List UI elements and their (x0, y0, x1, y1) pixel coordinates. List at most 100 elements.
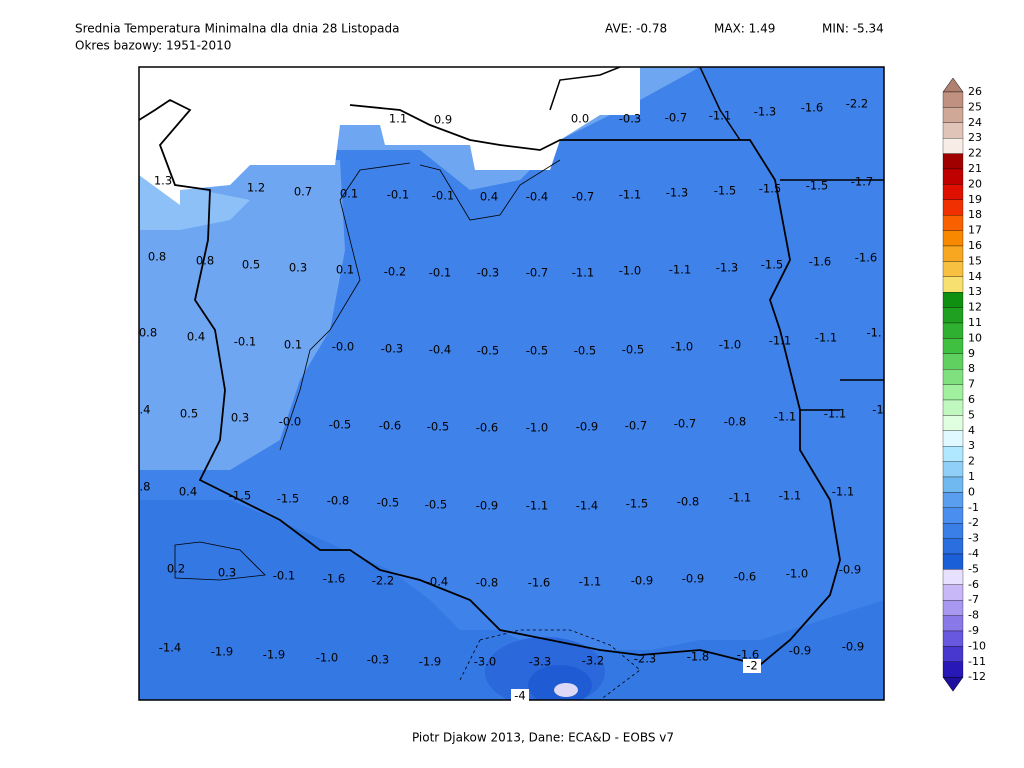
title: Srednia Temperatura Minimalna dla dnia 2… (75, 22, 399, 36)
colorbar-cell (942, 338, 964, 354)
value-label: -0.9 (631, 574, 653, 588)
colorbar-label: 10 (968, 331, 982, 344)
value-label: -1.5 (759, 182, 781, 196)
contour (459, 629, 641, 700)
colorbar-label: 14 (968, 270, 982, 283)
map-field (139, 67, 884, 700)
colorbar-cell (942, 415, 964, 431)
value-label: 0.1 (336, 263, 354, 277)
colorbar-cell (942, 91, 964, 108)
value-label: -0.1 (234, 335, 256, 349)
colorbar-label: -1 (968, 501, 979, 514)
field-coldest (554, 683, 578, 697)
stat-min: MIN: -5.34 (822, 22, 884, 36)
colorbar-cell (942, 153, 964, 170)
colorbar-cell (942, 307, 964, 324)
value-label: -1.5 (761, 258, 783, 272)
value-label: -0.1 (387, 188, 409, 202)
contour (419, 159, 561, 221)
contour-label: -2 (746, 659, 757, 673)
value-label: 1.3 (154, 174, 172, 188)
colorbar-cell (942, 523, 964, 539)
value-label: -0.1 (429, 266, 451, 280)
value-label: 0.7 (294, 185, 312, 199)
colorbar-label: 11 (968, 316, 982, 329)
value-label: -0.8 (724, 415, 746, 429)
colorbar-cell (942, 446, 964, 462)
contour-label-bg (743, 659, 761, 673)
value-label: 1.2 (247, 181, 265, 195)
colorbar-label: 5 (968, 408, 975, 421)
value-label: -1.9 (419, 655, 441, 669)
value-label: -1.0 (719, 338, 741, 352)
value-label: -1.9 (263, 648, 285, 662)
value-label: -1.6 (801, 101, 823, 115)
value-label: .8 (140, 480, 151, 494)
colorbar-cell (942, 322, 964, 339)
value-label: -0.4 (429, 343, 451, 357)
colorbar-label: 25 (968, 100, 982, 113)
contour-label: -4 (514, 689, 525, 703)
colorbar-label: 26 (968, 85, 982, 98)
colorbar-cap-bottom (942, 676, 964, 692)
colorbar-cell (942, 399, 964, 416)
colorbar-label: -6 (968, 578, 979, 591)
colorbar-cell (942, 138, 964, 154)
value-label: -0.6 (476, 421, 498, 435)
value-label: 0.8 (148, 250, 166, 264)
value-label: -1.0 (786, 567, 808, 581)
colorbar-cell (942, 184, 964, 200)
colorbar-label: 22 (968, 147, 982, 160)
value-label: -1.1 (769, 334, 791, 348)
colorbar-cell (942, 261, 964, 277)
value-label: -1. (866, 326, 881, 340)
value-label: -3.0 (474, 655, 496, 669)
value-label: -1.0 (316, 651, 338, 665)
value-label: -0.5 (622, 343, 644, 357)
colorbar-label: 23 (968, 131, 982, 144)
value-label: -0.7 (526, 266, 548, 280)
colorbar: 2625242322212019181716151413121110987654… (942, 77, 986, 692)
value-label: .4 (140, 403, 151, 417)
colorbar-cell (942, 430, 964, 447)
subtitle: Okres bazowy: 1951-2010 (75, 39, 231, 53)
stat-max: MAX: 1.49 (714, 22, 775, 36)
value-label: -0.0 (332, 340, 354, 354)
colorbar-cell (942, 122, 964, 139)
colorbar-cell (942, 538, 964, 555)
value-label: -1.9 (211, 645, 233, 659)
value-label: -1.1 (669, 263, 691, 277)
value-label: -2.3 (634, 652, 656, 666)
value-label: -0.5 (427, 420, 449, 434)
value-label: -1.5 (626, 497, 648, 511)
value-label: -0.3 (381, 342, 403, 356)
colorbar-label: -7 (968, 593, 979, 606)
value-label: -1.0 (671, 340, 693, 354)
value-label: 0.4 (187, 330, 205, 344)
value-label: -0.5 (526, 344, 548, 358)
colorbar-label: -12 (968, 670, 986, 683)
colorbar-label: 2 (968, 455, 975, 468)
value-label: 0.1 (340, 187, 358, 201)
value-label: -0.9 (842, 640, 864, 654)
value-label: -0.5 (574, 344, 596, 358)
colorbar-cell (942, 384, 964, 401)
value-label: -1.8 (687, 650, 709, 664)
colorbar-cell (942, 584, 964, 601)
value-label: -0.9 (839, 563, 861, 577)
value-label: 0.4 (179, 485, 197, 499)
colorbar-label: 24 (968, 116, 982, 129)
value-label: 0.0 (571, 112, 589, 126)
colorbar-label: -10 (968, 639, 986, 652)
colorbar-cell (942, 215, 964, 231)
colorbar-cell (942, 292, 964, 308)
colorbar-cell (942, 615, 964, 632)
value-label: -2.2 (846, 97, 868, 111)
colorbar-cell (942, 569, 964, 585)
colorbar-label: 18 (968, 208, 982, 221)
colorbar-label: 17 (968, 224, 982, 237)
colorbar-label: 9 (968, 347, 975, 360)
value-label: -0.4 (526, 190, 548, 204)
value-label: -1.1 (572, 266, 594, 280)
